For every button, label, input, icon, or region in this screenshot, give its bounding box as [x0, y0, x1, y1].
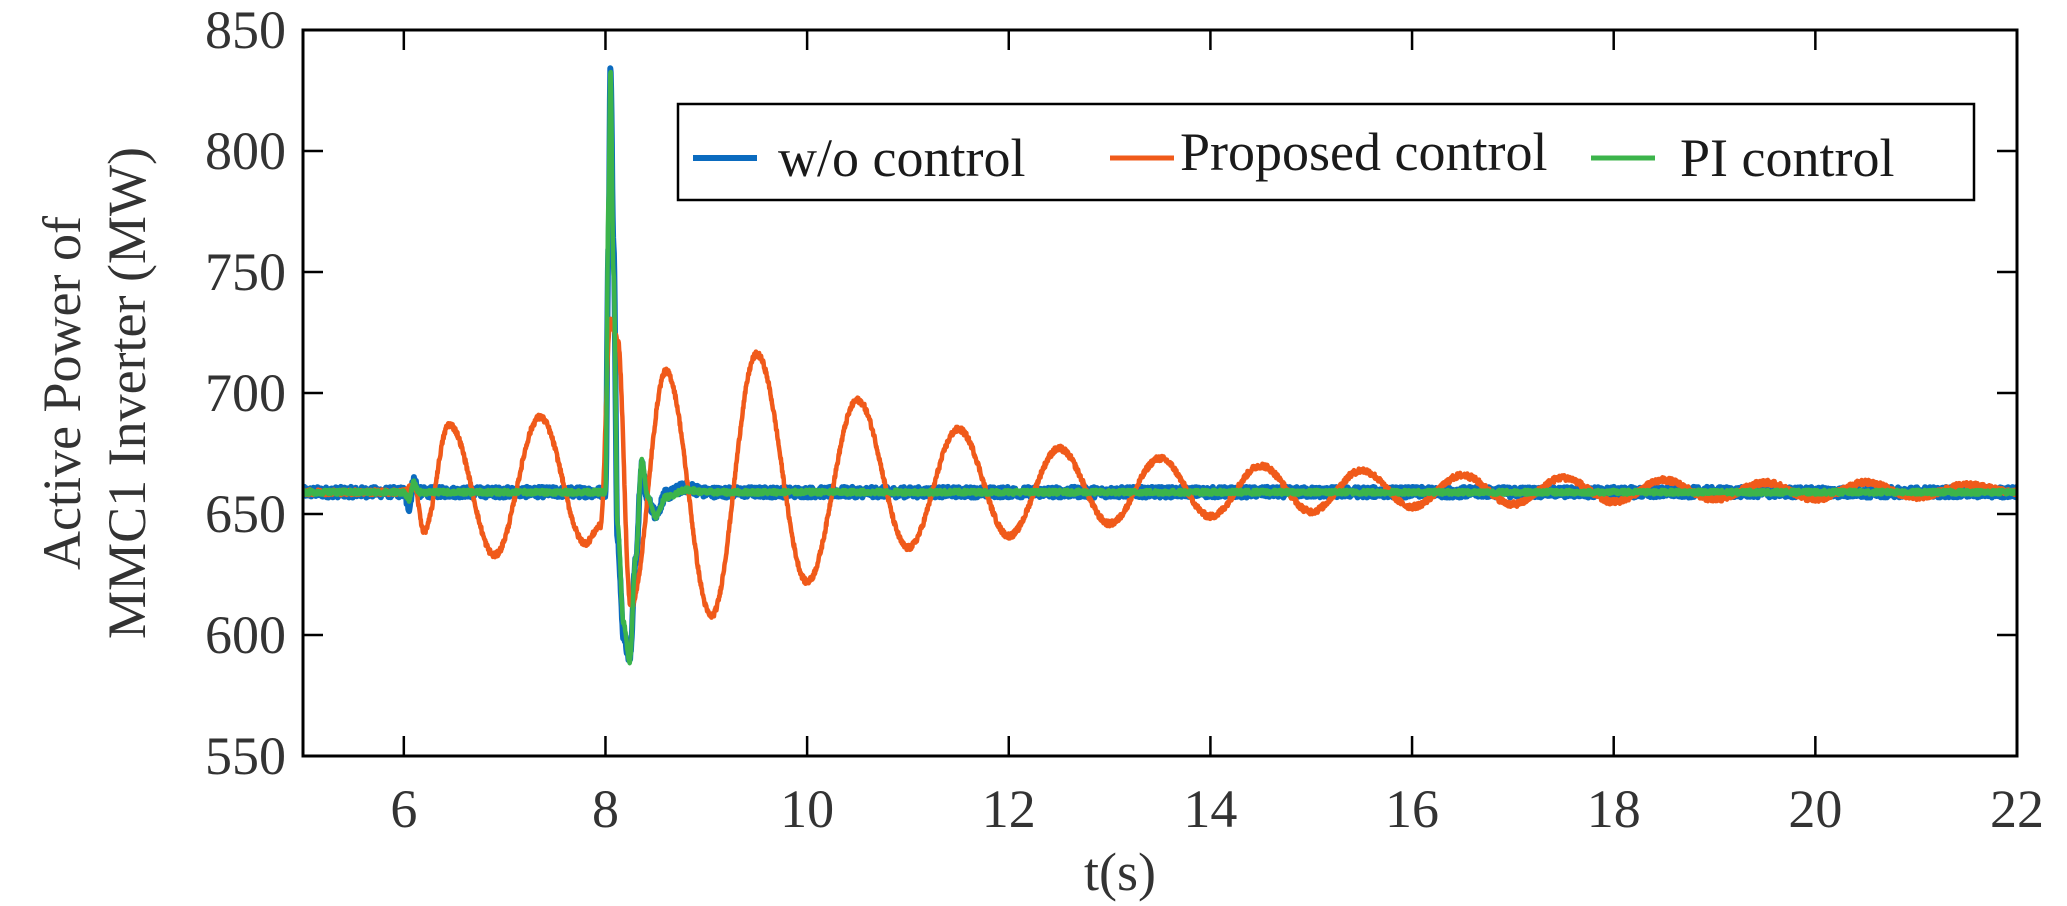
legend-label-pi-control: PI control: [1680, 128, 1894, 188]
x-tick-label: 16: [1385, 779, 1439, 839]
x-tick-label: 10: [780, 779, 834, 839]
ticks-layer: 6 8 10 12 14 16 18 20 22 550 600 650 700 750 800 850: [205, 0, 2044, 839]
x-tick-label: 14: [1183, 779, 1237, 839]
y-tick-label: 600: [205, 605, 286, 665]
series-line-pi-control: [303, 69, 2017, 666]
legend-label-proposed-control: Proposed control: [1180, 122, 1547, 182]
y-tick-label: 650: [205, 484, 286, 544]
y-tick-label: 700: [205, 363, 286, 423]
legend-label-wo-control: w/o control: [778, 128, 1025, 188]
x-tick-label: 22: [1990, 779, 2044, 839]
x-tick-label: 8: [592, 779, 619, 839]
legend-box: [676, 102, 1976, 202]
series-layer: [303, 65, 2017, 666]
x-tick-label: 18: [1587, 779, 1641, 839]
y-tick-label: 750: [205, 242, 286, 302]
x-tick-label: 6: [390, 779, 417, 839]
y-tick-label: 550: [205, 726, 286, 786]
x-tick-label: 12: [982, 779, 1036, 839]
x-axis-label: t(s): [1084, 842, 1156, 902]
legend: w/o control Proposed control PI control: [676, 102, 1976, 202]
y-tick-label: 850: [205, 0, 286, 60]
x-tick-label: 20: [1788, 779, 1842, 839]
y-axis-label-line-2: MMC1 Inverter (MW): [97, 147, 157, 639]
y-tick-label: 800: [205, 121, 286, 181]
y-axis-label-line-1: Active Power of: [32, 216, 92, 570]
